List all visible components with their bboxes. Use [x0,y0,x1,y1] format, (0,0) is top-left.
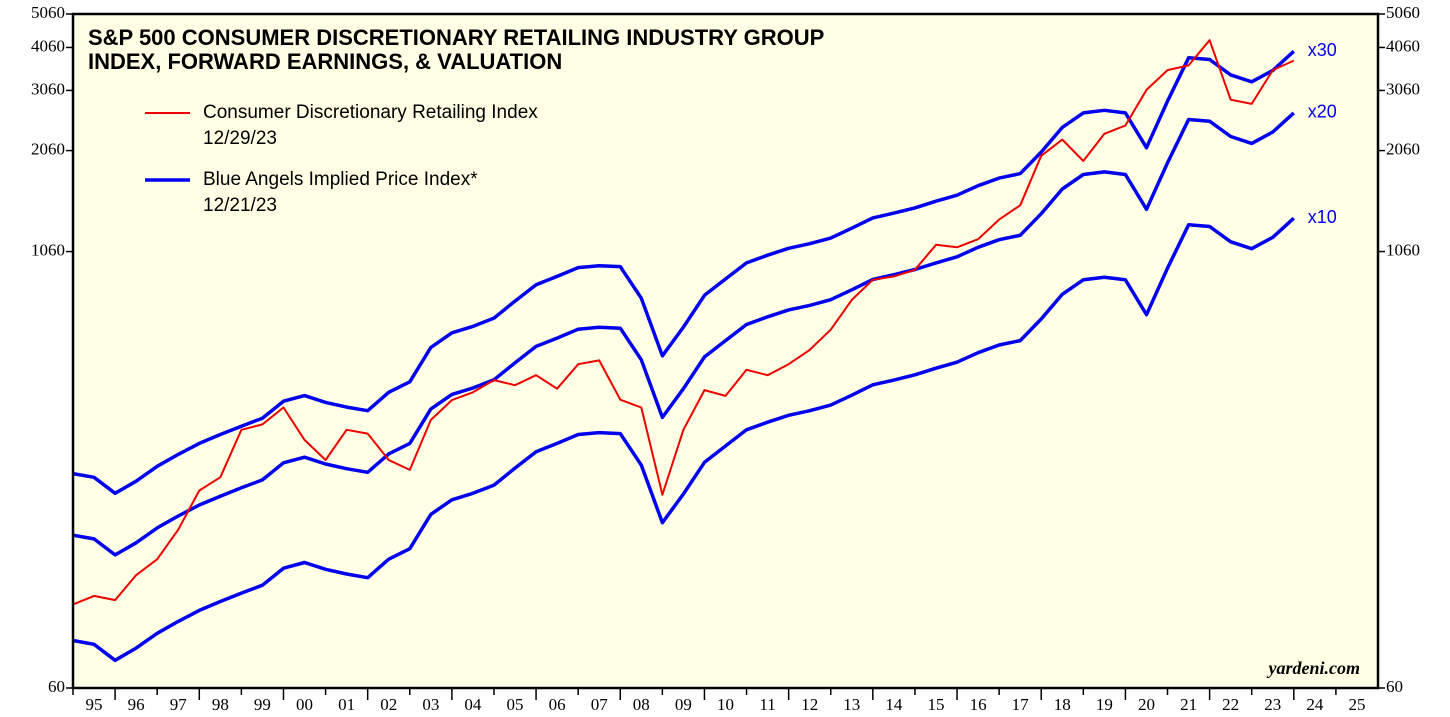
plot-frame [71,12,1380,690]
x-tick-label: 96 [128,695,145,714]
x-tick-label: 08 [633,695,650,714]
x-tick-label: 05 [507,695,524,714]
x-tick-label: 18 [1054,695,1071,714]
x-tick-label: 01 [338,695,355,714]
legend-date: 12/29/23 [203,128,277,149]
series-annotation: x20 [1308,102,1337,122]
y2-tick-label: 5060 [1386,3,1420,22]
x-tick-label: 14 [885,695,903,714]
chart-title: S&P 500 CONSUMER DISCRETIONARY RETAILING… [88,25,824,50]
y2-tick-label: 1060 [1386,240,1420,259]
y-tick-label: 4060 [31,36,65,55]
y2-tick-label: 60 [1386,677,1403,696]
legend-date: 12/21/23 [203,195,277,216]
x-tick-label: 24 [1306,695,1324,714]
x-tick-label: 10 [717,695,734,714]
x-tick-label: 19 [1096,695,1113,714]
x-tick-label: 97 [170,695,188,714]
y-tick-label: 1060 [31,240,65,259]
chart-title: INDEX, FORWARD EARNINGS, & VALUATION [88,49,562,74]
y-tick-label: 60 [48,677,65,696]
y-tick-label: 5060 [31,3,65,22]
x-tick-label: 15 [927,695,944,714]
x-tick-label: 04 [464,695,482,714]
x-tick-label: 06 [549,695,566,714]
y2-tick-label: 3060 [1386,79,1420,98]
legend-label: Blue Angels Implied Price Index* [203,169,478,190]
x-tick-label: 20 [1138,695,1155,714]
x-tick-label: 13 [843,695,860,714]
y-tick-label: 2060 [31,139,65,158]
series-line [72,216,1295,663]
series-line [72,111,1295,557]
x-tick-label: 09 [675,695,692,714]
legend-label: Consumer Discretionary Retailing Index [203,102,538,123]
series-line [72,50,1295,496]
series-annotation: x30 [1308,40,1337,60]
x-tick-label: 23 [1264,695,1281,714]
source: yardeni.com [1267,658,1361,678]
y-tick-label: 3060 [31,79,65,98]
x-tick-label: 12 [801,695,818,714]
x-tick-label: 02 [380,695,397,714]
x-tick-label: 95 [86,695,103,714]
y2-tick-label: 4060 [1386,36,1420,55]
series-annotation: x10 [1308,207,1337,227]
x-tick-label: 98 [212,695,229,714]
x-tick-label: 22 [1222,695,1239,714]
x-tick-label: 16 [970,695,987,714]
x-tick-label: 03 [422,695,439,714]
x-tick-label: 25 [1348,695,1365,714]
x-tick-label: 99 [254,695,271,714]
y2-tick-label: 2060 [1386,139,1420,158]
x-tick-label: 17 [1012,695,1030,714]
plot-background [73,14,1378,688]
x-tick-label: 00 [296,695,313,714]
x-tick-label: 07 [591,695,609,714]
series-line [72,39,1295,606]
x-tick-label: 21 [1180,695,1197,714]
x-tick-label: 11 [759,695,775,714]
